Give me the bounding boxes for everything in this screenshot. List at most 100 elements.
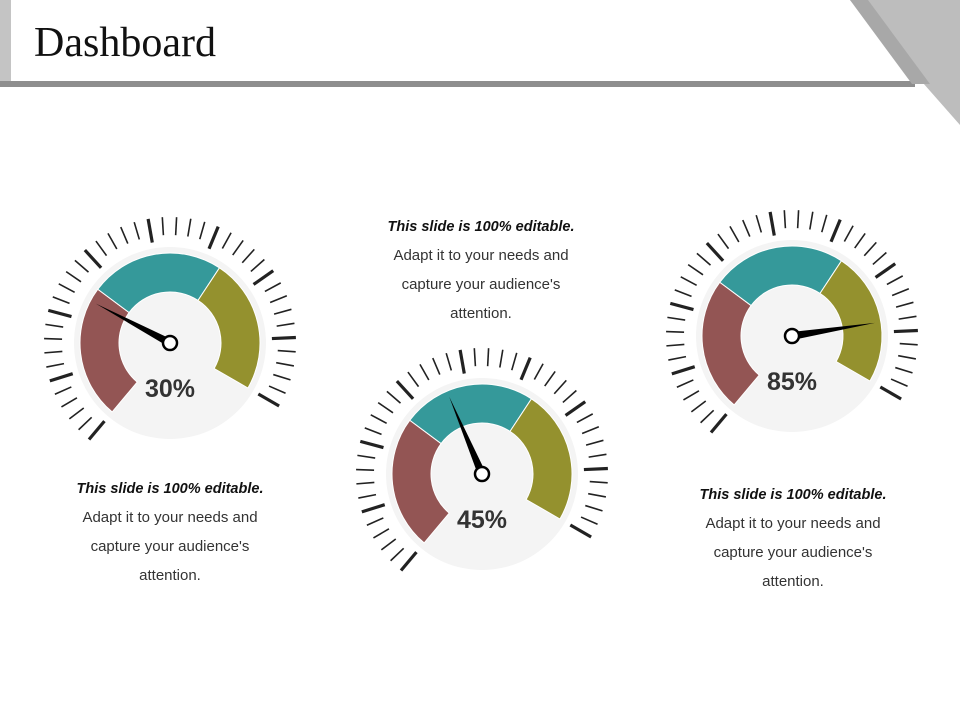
gauge-minor-tick [377,401,394,414]
gauge-segment-low [79,288,138,413]
gauge-needle [449,396,486,476]
gauge-minor-tick [380,538,397,551]
gauge-minor-tick [863,241,877,257]
gauge-minor-tick [700,409,715,424]
gauge-minor-tick [445,352,453,371]
gauge-major-tick [207,225,220,250]
gauge-major-tick [146,218,154,243]
gauge-minor-tick [407,371,420,388]
gauge-minor-tick [562,389,577,404]
gauge-minor-tick [250,258,265,273]
caption-3-bold: This slide is 100% editable. [699,487,887,503]
gauge-minor-tick [872,251,887,266]
gauge-2: 45% [356,348,608,572]
gauge-minor-tick [356,468,375,472]
gauge-major-tick [879,385,902,401]
gauge-minor-tick [187,218,192,237]
gauge-minor-tick [820,214,828,233]
gauge-minor-tick [44,337,63,341]
title-bar-shapes [0,0,960,125]
gauge-minor-tick [232,239,244,256]
gauge-minor-tick [666,330,685,334]
gauge-segment-low [391,419,450,544]
caption-3-line3: attention. [762,573,824,590]
gauge-major-tick [671,365,696,376]
gauge-major-tick [271,335,296,341]
gauge-minor-tick [276,322,295,327]
gauge-minor-tick [65,270,82,283]
gauge-minor-tick [668,355,687,361]
gauge-minor-tick [432,357,441,375]
gauge-major-tick [669,301,694,312]
gauge-major-tick [874,262,897,279]
gauge-major-tick [87,420,106,441]
gauge-major-tick [359,439,384,450]
gauge-needle-hub [473,465,491,483]
gauge-minor-tick [61,397,78,408]
title-bar: Dashboard [0,0,960,125]
gauge-minor-tick [588,453,607,458]
gauge-major-tick [458,349,466,374]
gauge-major-tick [564,400,587,417]
gauge-major-tick [705,242,725,262]
gauge-major-tick [49,372,74,383]
caption-1-bold: This slide is 100% editable. [76,481,264,497]
gauge-minor-tick [674,289,692,298]
gauge-minor-tick [198,221,206,240]
gauge-minor-tick [676,379,694,388]
gauge-segment-mid [409,383,533,445]
gauge-minor-tick [52,296,70,305]
gauge-minor-tick [264,282,282,293]
gauge-minor-tick [419,363,430,381]
gauge-minor-tick [161,217,165,236]
gauge-minor-tick [683,390,700,401]
caption-1-line1: Adapt it to your needs and [82,509,258,526]
gauge-3: 85% [666,210,918,434]
gauge-minor-tick [54,386,72,395]
gauge-minor-tick [580,516,598,525]
gauge-minor-tick [589,480,608,484]
caption-1: This slide is 100% editable. Adapt it to… [50,475,290,590]
gauge-needle-hub [161,334,179,352]
caption-3-line2: capture your audience's [713,544,873,561]
gauge-minor-tick [221,232,232,249]
gauge-minor-tick [120,226,129,244]
gauge-minor-tick [58,283,76,294]
gauge-segment-low [701,281,760,406]
gauge-minor-tick [174,217,178,236]
gauge-minor-tick [783,210,787,229]
gauge-minor-tick [696,252,712,266]
caption-3-line1: Adapt it to your needs and [705,515,881,532]
caption-2-line3: attention. [450,305,512,322]
gauge-minor-tick [390,547,405,562]
gauge-minor-tick [581,426,600,435]
gauge-minor-tick [576,413,594,424]
caption-2: This slide is 100% editable. Adapt it to… [361,213,601,328]
gauge-minor-tick [898,354,917,360]
gauge-minor-tick [895,366,913,374]
gauge-minor-tick [78,416,93,431]
gauge-1: 30% [44,217,296,441]
gauge-major-tick [709,413,728,434]
gauge-minor-tick [95,240,108,257]
gauge-minor-tick [898,315,917,320]
gauge-minor-tick [364,427,382,436]
caption-2-line2: capture your audience's [401,276,561,293]
gauge-minor-tick [585,504,603,512]
gauge-segment-mid [97,252,221,314]
gauge-major-tick [583,466,608,472]
gauge-minor-tick [107,232,118,250]
gauge-minor-tick [553,379,567,395]
gauge-minor-tick [44,350,63,354]
gauge-minor-tick [273,373,291,381]
gauge-needle-hub [783,327,801,345]
gauge-minor-tick [533,363,544,380]
gauge-minor-tick [276,361,295,367]
gauge-minor-tick [45,323,64,328]
caption-2-bold: This slide is 100% editable. [387,219,575,235]
caption-1-line3: attention. [139,567,201,584]
gauge-minor-tick [46,362,65,368]
gauge-minor-tick [74,259,90,273]
gauge-minor-tick [680,276,698,287]
gauge-minor-tick [717,233,730,250]
